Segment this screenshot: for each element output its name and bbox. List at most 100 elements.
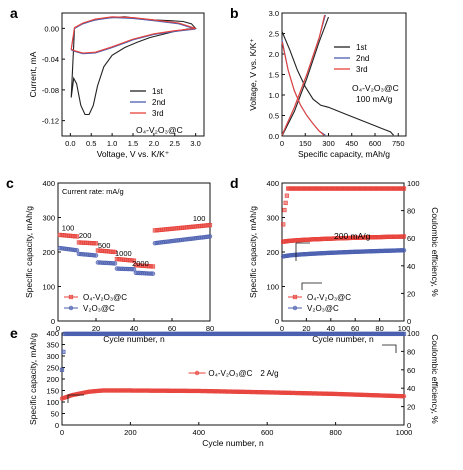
data-point xyxy=(131,267,137,272)
annotation: O₄-V₂O₃@C xyxy=(136,125,183,135)
x-tick-label: 100 xyxy=(398,324,411,333)
y-tick-label: 2.5 xyxy=(269,30,279,39)
x-tick-label: 40 xyxy=(130,324,138,333)
x-tick-label: 20 xyxy=(302,324,310,333)
y-tick-label: 200 xyxy=(42,248,55,257)
legend-marker xyxy=(68,294,74,300)
x-axis-label: Voltage, V vs. K/K⁺ xyxy=(97,149,170,159)
rate-label: 500 xyxy=(98,241,111,250)
legend-label: 2nd xyxy=(356,54,369,63)
y-tick-label: 250 xyxy=(46,364,59,373)
y-right-tick-label: 60 xyxy=(407,234,415,243)
x-tick-label: 800 xyxy=(329,428,342,437)
y-tick-label: 400 xyxy=(266,179,279,188)
x-tick-label: 0 xyxy=(280,139,284,148)
y-tick-label: 400 xyxy=(46,329,59,338)
data-point xyxy=(93,241,99,246)
annotation: 200 mA/g xyxy=(334,231,371,241)
panel-e: e0 200 400 600 800 10000501001502002503003504… xyxy=(10,325,440,448)
x-tick-label: 2.0 xyxy=(149,139,159,148)
y-tick-label: 0 xyxy=(51,317,55,326)
y-tick-label: 350 xyxy=(46,341,59,350)
capacity-arrow xyxy=(301,282,322,290)
data-point xyxy=(401,234,407,239)
x-tick-label: 600 xyxy=(369,139,382,148)
y-tick-label: 2.0 xyxy=(269,50,279,59)
y-right-tick-label: 0 xyxy=(407,317,411,326)
data-point xyxy=(207,234,213,239)
y-tick-label: 200 xyxy=(266,248,279,257)
rate-label: 100 xyxy=(193,214,206,223)
y-tick-label: 400 xyxy=(42,179,55,188)
x-tick-label: 150 xyxy=(299,139,312,148)
y-right-axis-label: Coulombic efficiency, % xyxy=(430,207,440,297)
panel-label: b xyxy=(230,5,239,21)
series-3rd-line xyxy=(70,16,196,54)
panel-label: a xyxy=(10,5,18,21)
plot-frame xyxy=(61,12,205,137)
x-tick-label: 80 xyxy=(206,324,214,333)
x-tick-label: 60 xyxy=(168,324,176,333)
y-tick-label: 100 xyxy=(46,398,59,407)
panel-label: e xyxy=(10,325,18,341)
y-right-tick-label: 60 xyxy=(407,366,415,375)
legend-label: 1st xyxy=(356,43,367,52)
ce-point xyxy=(283,200,288,205)
data-point xyxy=(131,258,137,263)
x-tick-label: 0 xyxy=(56,324,60,333)
x-tick-label: 750 xyxy=(392,139,405,148)
y-tick-label: -0.12 xyxy=(42,117,59,126)
y-tick-label: 100 xyxy=(266,283,279,292)
y-right-tick-label: 80 xyxy=(407,207,415,216)
y-tick-label: 0.00 xyxy=(44,24,59,33)
panel-label: d xyxy=(230,175,239,191)
y-tick-label: 0.0 xyxy=(269,132,279,141)
legend-marker xyxy=(292,305,298,311)
rate-title: Current rate: mA/g xyxy=(62,187,124,196)
x-tick-label: 3.0 xyxy=(190,139,200,148)
y-tick-label: 300 xyxy=(46,352,59,361)
y-tick-label: 1.0 xyxy=(269,91,279,100)
x-tick-label: 600 xyxy=(261,428,274,437)
panel-label: c xyxy=(6,175,14,191)
rate-label: 2000 xyxy=(132,259,149,268)
x-axis-label: Cycle number, n xyxy=(312,334,374,344)
y-tick-label: 1.5 xyxy=(269,71,279,80)
series-2nd-line xyxy=(70,17,196,55)
ce-arrow xyxy=(382,344,397,353)
x-tick-label: 0 xyxy=(60,428,64,437)
legend-marker xyxy=(292,294,298,300)
y-axis-label: Specific capacity, mAh/g xyxy=(24,206,34,298)
data-point xyxy=(74,248,80,253)
ce-arrow xyxy=(295,242,310,261)
plot-frame xyxy=(281,12,407,137)
data-point xyxy=(150,271,156,276)
y-tick-label: -0.04 xyxy=(42,55,59,64)
data-point xyxy=(112,249,118,255)
data-point xyxy=(401,394,407,399)
y-tick-label: 50 xyxy=(51,410,59,419)
y-tick-label: 0.5 xyxy=(269,112,279,121)
y-tick-label: 300 xyxy=(42,214,55,223)
plot-frame xyxy=(61,332,405,426)
legend-label: 3rd xyxy=(356,65,368,74)
legend-label: V₂O₃@C xyxy=(83,304,115,313)
y-tick-label: 300 xyxy=(266,214,279,223)
x-tick-label: 0 xyxy=(280,324,284,333)
ce-point xyxy=(61,349,66,354)
y-right-tick-label: 100 xyxy=(407,179,420,188)
ce-point xyxy=(284,193,289,198)
legend-label: O₄-V₂O₃@C xyxy=(208,369,252,378)
y-right-tick-label: 40 xyxy=(407,384,415,393)
series-3rd-line xyxy=(281,41,325,136)
y-tick-label: 0 xyxy=(55,421,59,430)
y-right-tick-label: 20 xyxy=(407,403,415,412)
legend-marker xyxy=(194,370,200,376)
legend-label: O₄-V₂O₃@C xyxy=(83,293,127,302)
data-point xyxy=(150,264,156,269)
ce-point xyxy=(401,331,407,337)
y-tick-label: 200 xyxy=(46,375,59,384)
annotation: O₄-V₂O₃@C xyxy=(352,83,399,93)
